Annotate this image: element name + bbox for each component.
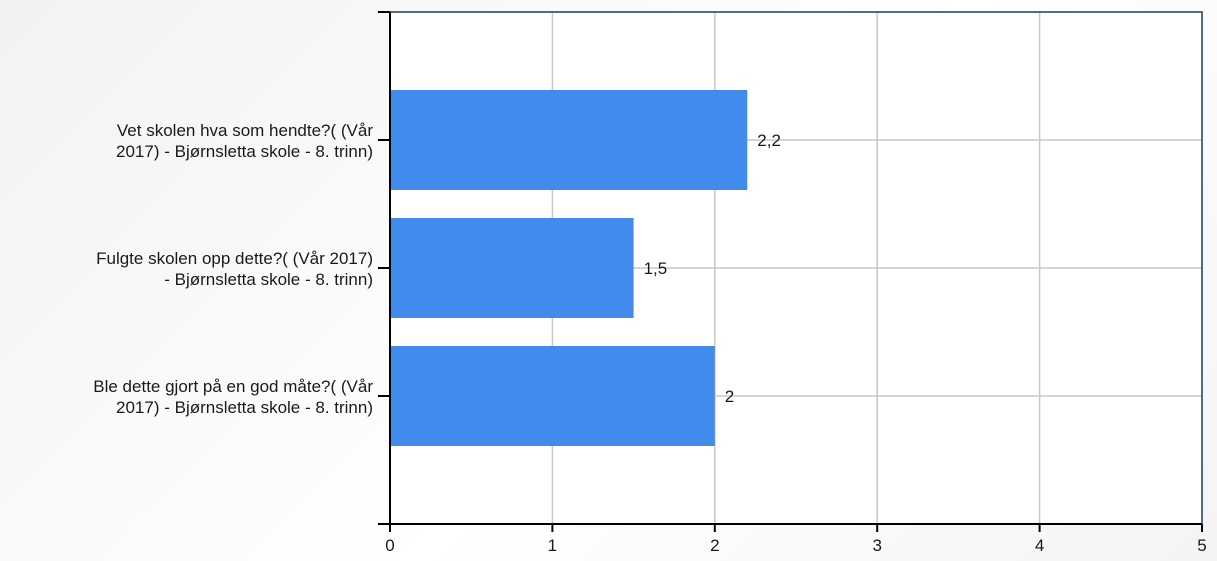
x-tick-label: 2 <box>710 536 719 555</box>
category-label: Fulgte skolen opp dette?( (Vår 2017) - Bj… <box>96 249 373 289</box>
category-label: Ble dette gjort på en god måte?( (Vår 201… <box>93 377 373 417</box>
bar <box>390 218 634 318</box>
x-tick-label: 3 <box>872 536 881 555</box>
x-tick-label: 0 <box>385 536 394 555</box>
category-label-line: 2017) - Bjørnsletta skole - 8. trinn) <box>116 142 373 161</box>
labels: 2,2 1,5 2 0 1 2 3 4 5 Vet skolen hva som hendte?(… <box>93 121 1206 555</box>
bar <box>390 90 748 190</box>
x-tick-label: 1 <box>548 536 557 555</box>
category-label-line: Vet skolen hva som hendte?( (Vår <box>117 121 373 140</box>
category-label-line: Fulgte skolen opp dette?( (Vår 2017) <box>96 249 373 268</box>
data-label: 2 <box>725 387 734 406</box>
axes <box>378 11 1203 532</box>
category-label-line: - Bjørnsletta skole - 8. trinn) <box>164 270 373 289</box>
bar <box>390 346 715 446</box>
category-label-line: Ble dette gjort på en god måte?( (Vår <box>93 377 373 396</box>
data-label: 2,2 <box>757 131 781 150</box>
category-label: Vet skolen hva som hendte?( (Vår 2017) - … <box>116 121 373 161</box>
x-tick-label: 5 <box>1197 536 1206 555</box>
category-label-line: 2017) - Bjørnsletta skole - 8. trinn) <box>116 398 373 417</box>
data-label: 1,5 <box>644 259 668 278</box>
bars <box>390 90 748 446</box>
x-tick-label: 4 <box>1035 536 1044 555</box>
